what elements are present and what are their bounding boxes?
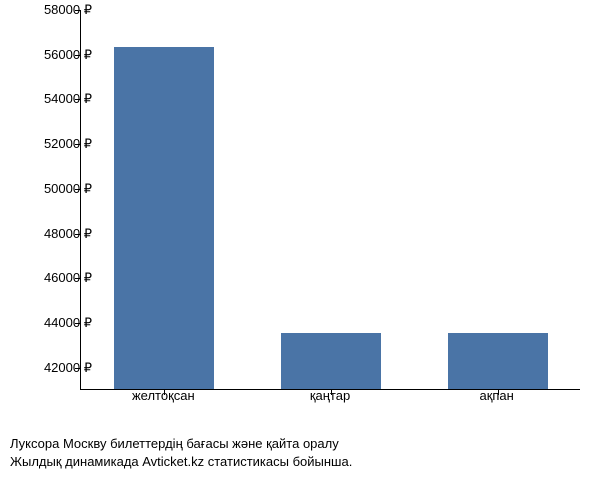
- caption-line-1: Луксора Москву билеттердің бағасы және қ…: [10, 435, 352, 453]
- x-axis-label: желтоқсан: [132, 388, 195, 403]
- y-axis-label: 58000 ₽: [44, 2, 92, 18]
- chart-caption: Луксора Москву билеттердің бағасы және қ…: [10, 435, 352, 471]
- y-axis-label: 54000 ₽: [44, 91, 92, 107]
- y-axis-label: 46000 ₽: [44, 270, 92, 286]
- bar: [448, 333, 548, 389]
- y-axis-label: 44000 ₽: [44, 315, 92, 331]
- bar: [281, 333, 381, 389]
- x-axis-label: ақпан: [479, 388, 513, 403]
- y-axis-label: 52000 ₽: [44, 136, 92, 152]
- y-axis-label: 42000 ₽: [44, 360, 92, 376]
- y-axis-label: 50000 ₽: [44, 181, 92, 197]
- bar: [114, 47, 214, 389]
- chart-container: [80, 10, 580, 410]
- y-axis-label: 56000 ₽: [44, 47, 92, 63]
- caption-line-2: Жылдық динамикада Avticket.kz статистика…: [10, 453, 352, 471]
- plot-area: [80, 10, 580, 390]
- x-axis-label: қаңтар: [310, 388, 350, 403]
- y-axis-label: 48000 ₽: [44, 226, 92, 242]
